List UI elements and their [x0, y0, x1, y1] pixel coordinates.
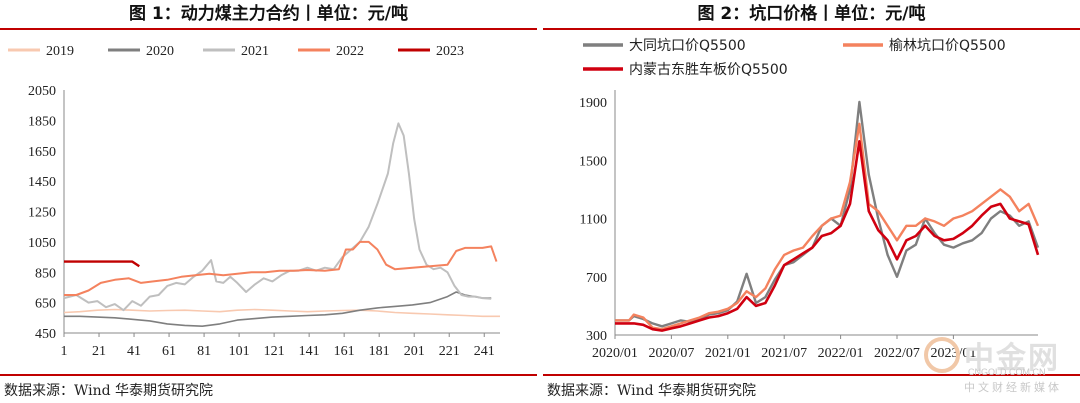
series-line-2020: [64, 291, 492, 328]
y-tick-label: 850: [35, 266, 56, 281]
y-tick-label: 1900: [579, 96, 607, 111]
x-tick-label: 121: [264, 344, 285, 359]
source-rule-2: [543, 374, 1080, 376]
series-line-榆林坑口价Q5500: [615, 122, 1040, 331]
x-tick-label: 2020/07: [648, 346, 694, 361]
x-tick-label: 2022/07: [874, 346, 920, 361]
source-note-1: 数据来源：Wind 华泰期货研究院: [4, 383, 214, 399]
x-tick-label: 2021/07: [761, 346, 807, 361]
series-line-大同坑口价Q5500: [615, 100, 1040, 328]
y-tick-label: 1500: [579, 154, 607, 169]
x-tick-label: 161: [334, 344, 355, 359]
x-tick-label: 201: [404, 344, 425, 359]
chart-2-svg: 300 700 1100 1500 1900 2020/01 2020/07 2021/01 2…: [579, 38, 1040, 361]
legend-label-2022: 2022: [336, 44, 364, 59]
legend-label-2023: 2023: [436, 44, 464, 59]
x-tick-label: 2022/01: [818, 346, 864, 361]
series-line-2019: [63, 308, 500, 318]
x-tick-label: 2021/01: [705, 346, 751, 361]
y-tick-label: 1100: [580, 213, 607, 228]
watermark-url: CNGOLD.COM.CN: [968, 367, 1046, 377]
y-tick-label: 450: [35, 327, 56, 342]
chart-panel-2: 图 2：坑口价格丨单位：元/吨 300 700 1100 1500 1900 2020/0…: [543, 0, 1080, 403]
x-tick-label: 101: [229, 344, 250, 359]
watermark-subtitle: 中文财经新媒体: [964, 381, 1062, 394]
series-line-2023: [64, 260, 140, 268]
chart-panel-1: 图 1：动力煤主力合约丨单位：元/吨 450 650 850 1050 1250 1450…: [0, 0, 537, 403]
x-tick-label: 61: [162, 344, 176, 359]
x-tick-label: 21: [92, 344, 106, 359]
legend-label-2019: 2019: [46, 44, 74, 59]
y-tick-label: 1450: [28, 175, 56, 190]
x-tick-label: 181: [369, 344, 390, 359]
legend-label-榆林坑口价Q5500: 榆林坑口价Q5500: [889, 38, 1006, 54]
source-note-2: 数据来源：Wind 华泰期货研究院: [547, 383, 757, 399]
title-rule-1: [0, 28, 537, 30]
watermark-title: 中金网: [964, 341, 1060, 376]
x-tick-label: 241: [474, 344, 495, 359]
legend-label-2021: 2021: [241, 44, 269, 59]
y-tick-label: 650: [35, 297, 56, 312]
x-tick-label: 141: [299, 344, 320, 359]
chart-title-1: 图 1：动力煤主力合约丨单位：元/吨: [129, 4, 408, 24]
x-tick-label: 41: [127, 344, 141, 359]
y-tick-label: 2050: [28, 84, 56, 99]
legend-label-大同坑口价Q5500: 大同坑口价Q5500: [629, 38, 746, 54]
y-tick-label: 1650: [28, 145, 56, 160]
x-tick-label: 81: [197, 344, 211, 359]
legend-label-内蒙古东胜车板价Q5500: 内蒙古东胜车板价Q5500: [629, 61, 788, 78]
watermark-logo-icon: [924, 337, 960, 373]
y-tick-label: 1250: [28, 206, 56, 221]
y-tick-label: 700: [586, 271, 607, 286]
legend-label-2020: 2020: [146, 44, 174, 59]
title-rule-2: [543, 28, 1080, 30]
x-tick-label: 2020/01: [592, 346, 638, 361]
y-tick-label: 300: [586, 329, 607, 344]
series-line-2022: [64, 240, 498, 296]
series-line-内蒙古东胜车板价Q5500: [615, 140, 1040, 332]
y-tick-label: 1050: [28, 236, 56, 251]
x-tick-label: 221: [439, 344, 460, 359]
chart-title-2: 图 2：坑口价格丨单位：元/吨: [697, 4, 926, 24]
series-line-2021: [63, 122, 492, 312]
x-tick-label: 1: [61, 344, 68, 359]
source-rule-1: [0, 374, 537, 376]
y-tick-label: 1850: [28, 114, 56, 129]
watermark: 中金网 CNGOLD.COM.CN 中文财经新媒体: [924, 331, 1074, 397]
